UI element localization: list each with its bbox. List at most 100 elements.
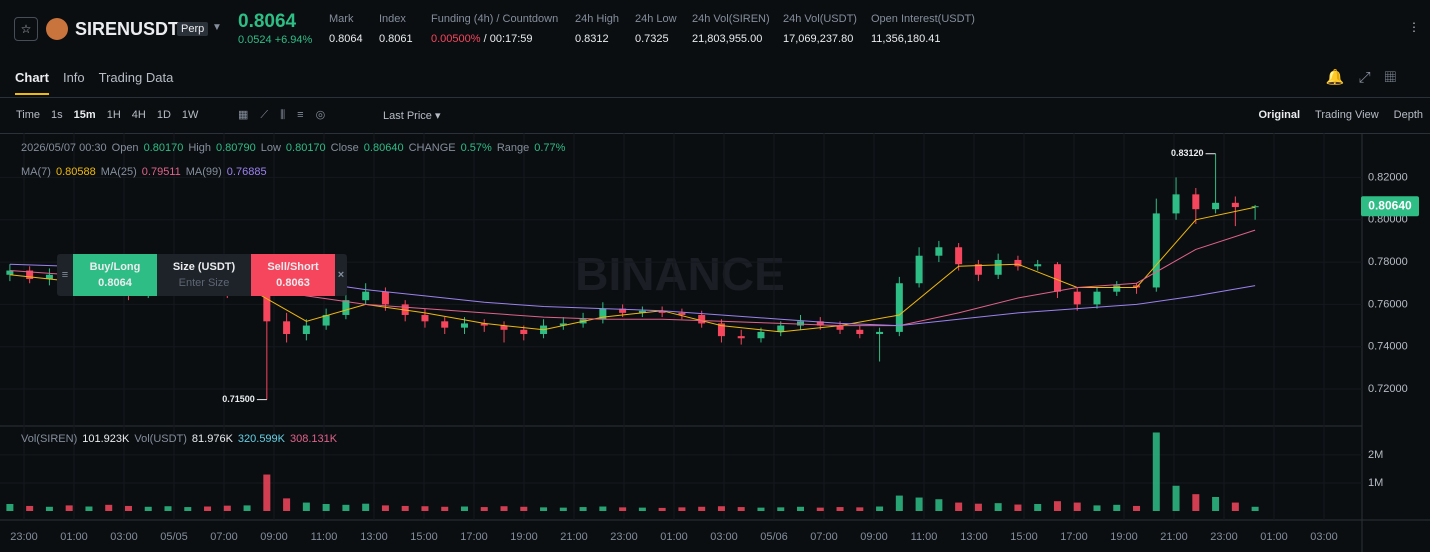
candle-body xyxy=(460,323,468,328)
legend-value: 0.80170 xyxy=(286,142,326,154)
view[interactable]: Original xyxy=(1258,109,1301,121)
buy-button[interactable]: Buy/Long 0.8064 xyxy=(73,254,157,296)
legend-value: 0.80640 xyxy=(364,142,404,154)
x-tick-label: 21:00 xyxy=(560,531,588,543)
volume-bar xyxy=(1133,505,1141,511)
interval[interactable]: 4H xyxy=(131,109,146,121)
volume-bar xyxy=(816,507,824,511)
interval[interactable]: 1s xyxy=(51,109,63,121)
y-tick-label: 0.80000 xyxy=(1368,214,1408,226)
favorite-button[interactable]: ☆ xyxy=(14,17,38,41)
candle-body xyxy=(1113,285,1121,292)
volume-bar xyxy=(737,507,745,511)
volume-bar xyxy=(1192,494,1200,511)
stat-number: 21,803,955.00 xyxy=(692,33,763,45)
volume-bar xyxy=(1053,501,1061,511)
volume-bar xyxy=(797,506,805,511)
stat-value: 0.8312 xyxy=(575,33,619,45)
legend-value: 0.80790 xyxy=(216,142,256,154)
stat-label: Index xyxy=(379,13,406,25)
contract-badge: Perp xyxy=(177,22,209,36)
vol-tick-label: 2M xyxy=(1368,449,1383,461)
stat-number: 11,356,180.41 xyxy=(871,33,941,45)
legend-label: Vol(USDT) xyxy=(134,433,187,445)
interval[interactable]: Time xyxy=(16,109,41,121)
price-type[interactable]: Last Price ▾ xyxy=(383,110,441,122)
interval[interactable]: 1H xyxy=(106,109,121,121)
annotation-label: 0.71500 xyxy=(222,394,255,404)
x-tick-label: 09:00 xyxy=(860,531,888,543)
volume-bar xyxy=(460,506,468,511)
legend-label: High xyxy=(188,142,211,154)
y-tick-label: 0.76000 xyxy=(1368,298,1408,310)
buy-label: Buy/Long xyxy=(89,261,141,273)
symbol-dropdown[interactable]: ▼ xyxy=(212,22,222,33)
view[interactable]: Trading View xyxy=(1315,109,1379,121)
candle-body xyxy=(777,325,785,332)
candle-body xyxy=(1034,264,1042,267)
candle-body xyxy=(1014,259,1022,267)
tab[interactable]: Trading Data xyxy=(98,70,174,85)
legend-value: 101.923K xyxy=(82,433,130,445)
candle-body xyxy=(1133,285,1141,288)
volume-bar xyxy=(876,506,884,511)
volume-bar xyxy=(243,505,251,511)
stat-value: 0.8061 xyxy=(379,33,413,45)
legend-row: 2026/05/07 00:30 Open 0.80170 High 0.80790 Lo… xyxy=(21,142,566,154)
candle-body xyxy=(737,336,745,339)
volume-bar xyxy=(381,505,389,511)
x-tick-label: 05/06 xyxy=(760,531,788,543)
x-tick-label: 17:00 xyxy=(460,531,488,543)
stat-value: 0.7325 xyxy=(635,33,677,45)
x-tick-label: 17:00 xyxy=(1060,531,1088,543)
volume-bar xyxy=(915,497,923,511)
stat: 24h Vol(USDT) 17,069,237.80 xyxy=(783,13,857,45)
candle-body xyxy=(6,270,14,275)
interval[interactable]: 1D xyxy=(156,109,171,121)
legend-label: MA(7) xyxy=(21,166,51,178)
legend-label: Range xyxy=(497,142,529,154)
symbol[interactable]: SIRENUSDT xyxy=(75,19,180,39)
volume-bar xyxy=(955,502,963,511)
stat: 24h High 0.8312 xyxy=(575,13,619,45)
view[interactable]: Depth xyxy=(1393,109,1423,121)
tool-icons[interactable]: ▦⟋⫼≡◎ xyxy=(238,109,338,121)
volume-bar xyxy=(658,507,666,511)
size-input[interactable]: Size (USDT) Enter Size xyxy=(157,254,251,296)
stat-value: 21,803,955.00 xyxy=(692,33,770,45)
volume-bar xyxy=(164,506,172,511)
volume-bar xyxy=(777,507,785,511)
more-menu[interactable]: ⋮ xyxy=(1408,20,1420,34)
volume-bar xyxy=(6,503,14,511)
volume-bar xyxy=(1212,496,1220,511)
interval[interactable]: 15m xyxy=(73,109,96,121)
legend-time: 2026/05/07 00:30 xyxy=(21,142,107,154)
sell-button[interactable]: Sell/Short 0.8063 xyxy=(251,254,335,296)
tab[interactable]: Info xyxy=(62,70,85,85)
chart-icons[interactable]: 🔔⤢▦ xyxy=(1325,69,1410,86)
volume-bar xyxy=(480,507,488,511)
volume-bar xyxy=(1152,432,1160,511)
candle-body xyxy=(1192,194,1200,210)
x-tick-label: 03:00 xyxy=(110,531,138,543)
watermark: BINANCE xyxy=(575,248,785,300)
candle-body xyxy=(421,314,429,322)
close-panel[interactable]: × xyxy=(337,269,345,281)
volume-bar xyxy=(994,503,1002,511)
sell-price: 0.8063 xyxy=(276,277,310,289)
candle-body xyxy=(955,247,963,265)
tab[interactable]: Chart xyxy=(15,70,49,95)
y-tick-label: 0.82000 xyxy=(1368,171,1408,183)
interval[interactable]: 1W xyxy=(181,109,199,121)
volume-bar xyxy=(974,503,982,511)
candle-body xyxy=(342,300,350,315)
candle-body xyxy=(757,331,765,339)
drag-handle[interactable]: ≡ xyxy=(61,269,69,281)
volume-bar xyxy=(1073,502,1081,511)
volume-bar xyxy=(45,506,53,511)
candle-body xyxy=(599,308,607,320)
last-price-label: 0.80640 xyxy=(1368,198,1412,212)
x-tick-label: 01:00 xyxy=(60,531,88,543)
volume-bar xyxy=(540,507,548,511)
volume-bar xyxy=(500,506,508,511)
